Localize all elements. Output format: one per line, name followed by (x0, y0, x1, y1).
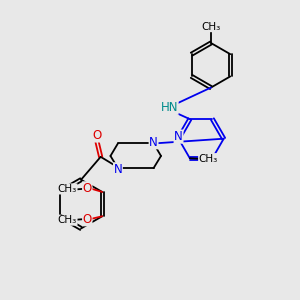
Text: CH₃: CH₃ (58, 184, 77, 194)
Text: O: O (92, 129, 102, 142)
Text: CH₃: CH₃ (201, 22, 220, 32)
Text: O: O (83, 213, 92, 226)
Text: N: N (113, 163, 122, 176)
Text: N: N (174, 130, 183, 143)
Text: N: N (208, 154, 217, 167)
Text: HN: HN (160, 101, 178, 114)
Text: O: O (83, 182, 92, 195)
Text: CH₃: CH₃ (58, 215, 77, 225)
Text: N: N (149, 136, 158, 149)
Text: CH₃: CH₃ (199, 154, 218, 164)
